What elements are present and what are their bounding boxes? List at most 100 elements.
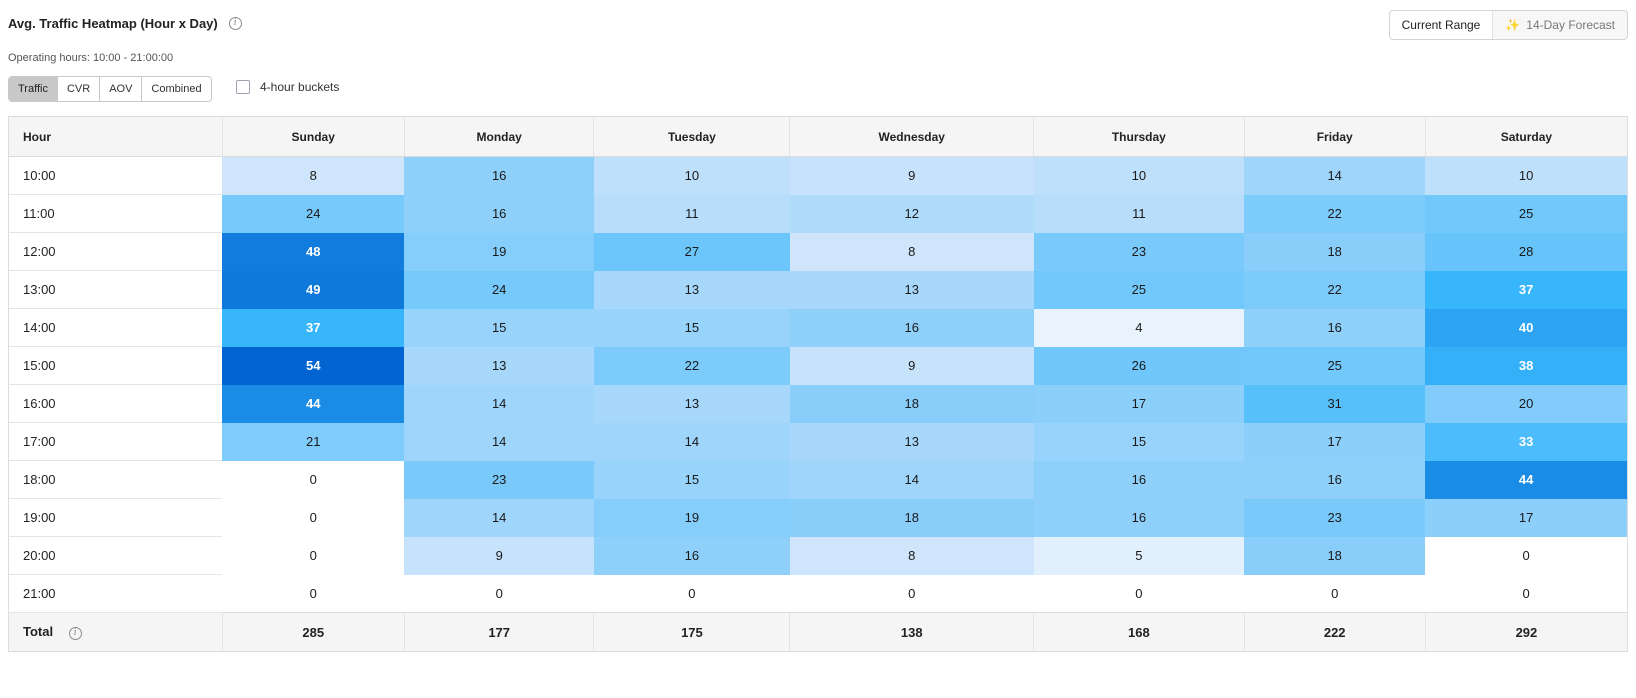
heatmap-cell[interactable]: 8 xyxy=(789,232,1034,271)
heatmap-cell[interactable]: 13 xyxy=(789,422,1034,461)
heatmap-cell[interactable]: 18 xyxy=(1244,232,1426,271)
heatmap-cell[interactable]: 40 xyxy=(1425,308,1628,347)
heatmap-cell[interactable]: 38 xyxy=(1425,346,1628,385)
heatmap-cell[interactable]: 4 xyxy=(1033,308,1245,347)
heatmap-cell[interactable]: 8 xyxy=(222,156,405,195)
heatmap-cell[interactable]: 16 xyxy=(404,156,594,195)
info-icon[interactable]: i xyxy=(68,626,82,640)
heatmap-cell[interactable]: 44 xyxy=(1425,460,1628,499)
heatmap-cell[interactable]: 28 xyxy=(1425,232,1628,271)
heatmap-cell[interactable]: 37 xyxy=(222,308,405,347)
heatmap-cell[interactable]: 13 xyxy=(789,270,1034,309)
heatmap-cell[interactable]: 25 xyxy=(1425,194,1628,233)
heatmap-cell[interactable]: 16 xyxy=(404,194,594,233)
total-cell: 175 xyxy=(593,612,790,652)
heatmap-cell[interactable]: 23 xyxy=(404,460,594,499)
heatmap-cell[interactable]: 0 xyxy=(404,574,594,613)
heatmap-cell[interactable]: 20 xyxy=(1425,384,1628,423)
heatmap-cell[interactable]: 16 xyxy=(789,308,1034,347)
heatmap-cell[interactable]: 9 xyxy=(404,536,594,575)
heatmap-cell[interactable]: 18 xyxy=(1244,536,1426,575)
hour-label: 13:00 xyxy=(8,270,223,309)
heatmap-cell[interactable]: 44 xyxy=(222,384,405,423)
heatmap-cell[interactable]: 19 xyxy=(593,498,790,537)
hour-label: 14:00 xyxy=(8,308,223,347)
heatmap-cell[interactable]: 11 xyxy=(593,194,790,233)
heatmap-cell[interactable]: 10 xyxy=(1033,156,1245,195)
heatmap-cell[interactable]: 14 xyxy=(404,422,594,461)
heatmap-cell[interactable]: 21 xyxy=(222,422,405,461)
heatmap-cell[interactable]: 0 xyxy=(222,574,405,613)
heatmap-cell[interactable]: 14 xyxy=(404,384,594,423)
heatmap-cell[interactable]: 5 xyxy=(1033,536,1245,575)
heatmap-cell[interactable]: 0 xyxy=(222,536,405,575)
heatmap-cell[interactable]: 22 xyxy=(1244,270,1426,309)
tab-traffic[interactable]: Traffic xyxy=(9,77,58,101)
heatmap-cell[interactable]: 18 xyxy=(789,384,1034,423)
heatmap-cell[interactable]: 17 xyxy=(1425,498,1628,537)
heatmap-cell[interactable]: 31 xyxy=(1244,384,1426,423)
heatmap-cell[interactable]: 16 xyxy=(593,536,790,575)
heatmap-cell[interactable]: 24 xyxy=(404,270,594,309)
day-header-sunday: Sunday xyxy=(221,116,405,157)
heatmap-cell[interactable]: 17 xyxy=(1033,384,1245,423)
heatmap-cell[interactable]: 54 xyxy=(222,346,405,385)
heatmap-cell[interactable]: 14 xyxy=(404,498,594,537)
current-range-button[interactable]: Current Range xyxy=(1401,18,1481,32)
heatmap-cell[interactable]: 12 xyxy=(789,194,1034,233)
heatmap-cell[interactable]: 0 xyxy=(222,460,405,499)
heatmap-cell[interactable]: 19 xyxy=(404,232,594,271)
bucket-checkbox[interactable] xyxy=(236,80,250,94)
forecast-button[interactable]: ✨ 14-Day Forecast xyxy=(1492,11,1627,39)
bucket-label: 4-hour buckets xyxy=(260,80,340,94)
heatmap-cell[interactable]: 15 xyxy=(1033,422,1245,461)
heatmap-cell[interactable]: 0 xyxy=(1425,536,1628,575)
heatmap-cell[interactable]: 14 xyxy=(789,460,1034,499)
bucket-toggle[interactable]: 4-hour buckets xyxy=(236,80,339,94)
heatmap-cell[interactable]: 0 xyxy=(222,498,405,537)
heatmap-cell[interactable]: 13 xyxy=(593,384,790,423)
heatmap-cell[interactable]: 23 xyxy=(1244,498,1426,537)
heatmap-cell[interactable]: 48 xyxy=(222,232,405,271)
heatmap-cell[interactable]: 22 xyxy=(593,346,790,385)
heatmap-cell[interactable]: 0 xyxy=(1033,574,1245,613)
heatmap-cell[interactable]: 49 xyxy=(222,270,405,309)
heatmap-cell[interactable]: 23 xyxy=(1033,232,1245,271)
heatmap-cell[interactable]: 27 xyxy=(593,232,790,271)
heatmap-cell[interactable]: 14 xyxy=(593,422,790,461)
heatmap-cell[interactable]: 22 xyxy=(1244,194,1426,233)
heatmap-cell[interactable]: 33 xyxy=(1425,422,1628,461)
heatmap-cell[interactable]: 13 xyxy=(404,346,594,385)
heatmap-cell[interactable]: 18 xyxy=(789,498,1034,537)
tab-combined[interactable]: Combined xyxy=(142,77,211,101)
heatmap-cell[interactable]: 11 xyxy=(1033,194,1245,233)
heatmap-body: 10:00 8 16 10 9 10 14 10 11:00 24 16 11 12 11 22 25 12:0… xyxy=(8,156,1628,613)
heatmap-cell[interactable]: 0 xyxy=(1244,574,1426,613)
tab-aov[interactable]: AOV xyxy=(100,77,143,101)
heatmap-cell[interactable]: 10 xyxy=(593,156,790,195)
heatmap-cell[interactable]: 16 xyxy=(1033,460,1245,499)
heatmap-cell[interactable]: 0 xyxy=(789,574,1034,613)
heatmap-cell[interactable]: 9 xyxy=(789,156,1034,195)
info-icon[interactable]: i xyxy=(228,17,242,30)
heatmap-cell[interactable]: 15 xyxy=(593,460,790,499)
heatmap-cell[interactable]: 9 xyxy=(789,346,1034,385)
heatmap-cell[interactable]: 0 xyxy=(593,574,790,613)
heatmap-cell[interactable]: 37 xyxy=(1425,270,1628,309)
heatmap-cell[interactable]: 25 xyxy=(1244,346,1426,385)
heatmap-cell[interactable]: 14 xyxy=(1244,156,1426,195)
heatmap-cell[interactable]: 15 xyxy=(404,308,594,347)
heatmap-cell[interactable]: 0 xyxy=(1425,574,1628,613)
heatmap-cell[interactable]: 26 xyxy=(1033,346,1245,385)
heatmap-cell[interactable]: 8 xyxy=(789,536,1034,575)
heatmap-cell[interactable]: 17 xyxy=(1244,422,1426,461)
heatmap-cell[interactable]: 16 xyxy=(1244,460,1426,499)
heatmap-cell[interactable]: 10 xyxy=(1425,156,1628,195)
heatmap-cell[interactable]: 15 xyxy=(593,308,790,347)
heatmap-cell[interactable]: 24 xyxy=(222,194,405,233)
heatmap-cell[interactable]: 25 xyxy=(1033,270,1245,309)
heatmap-cell[interactable]: 16 xyxy=(1244,308,1426,347)
heatmap-cell[interactable]: 13 xyxy=(593,270,790,309)
heatmap-cell[interactable]: 16 xyxy=(1033,498,1245,537)
tab-cvr[interactable]: CVR xyxy=(57,77,101,101)
